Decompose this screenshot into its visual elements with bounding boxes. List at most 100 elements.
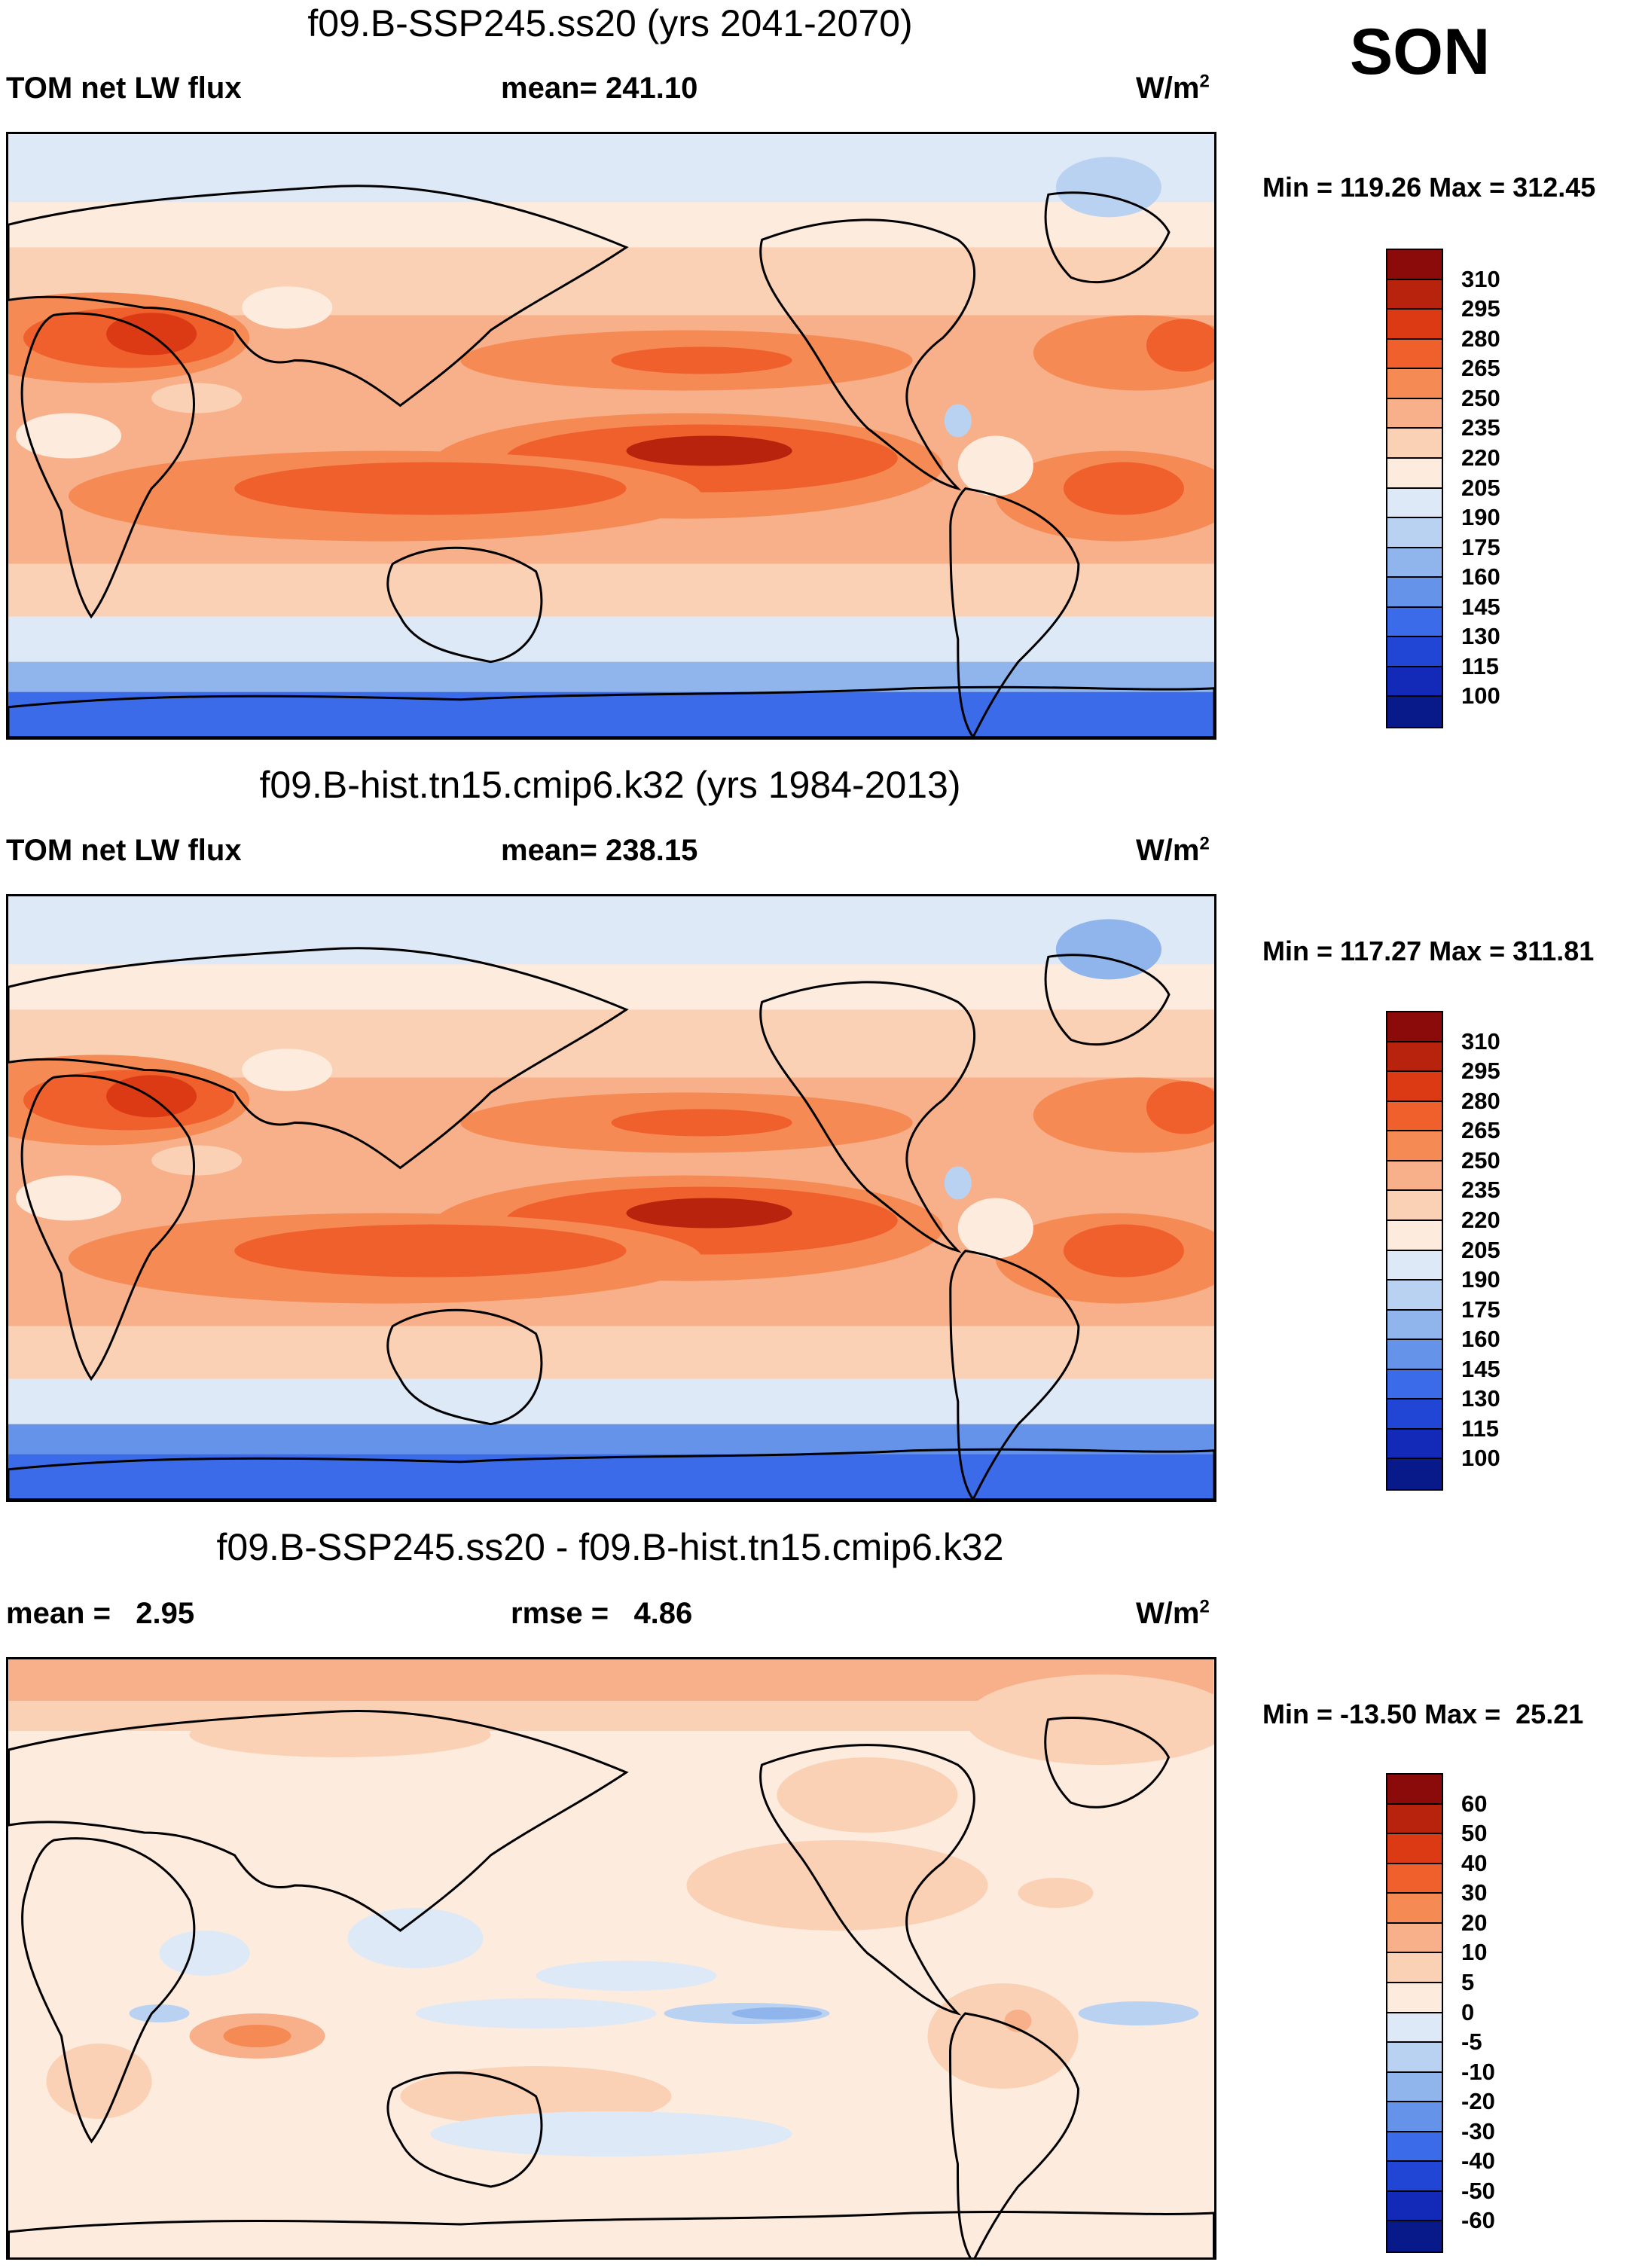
colorbar-tick-label: 130 — [1461, 1385, 1500, 1412]
colorbar-tick-label: 265 — [1461, 355, 1500, 382]
colorbar-tick-label: 205 — [1461, 1236, 1500, 1263]
colorbar-swatch — [1387, 1220, 1442, 1251]
field-band — [8, 1009, 1214, 1078]
colorbar-tick-label: -20 — [1461, 2088, 1495, 2115]
field-contour — [46, 2044, 152, 2119]
colorbar-swatch — [1387, 2132, 1442, 2163]
colorbar-tick-label: 250 — [1461, 1146, 1500, 1174]
map-hist — [6, 894, 1216, 1502]
coastline — [8, 2211, 1214, 2257]
colorbar-swatch — [1387, 1250, 1442, 1281]
field-contour — [1055, 919, 1161, 980]
field-band — [8, 1454, 1214, 1500]
field-contour — [347, 1908, 484, 1968]
coastline — [1044, 954, 1171, 1046]
colorbar-tick-label: 205 — [1461, 474, 1500, 501]
colorbar-tick-label: 160 — [1461, 1326, 1500, 1353]
colorbar-swatch — [1387, 339, 1442, 370]
minmax-label: Min = -13.50 Max = 25.21 — [1262, 1699, 1584, 1729]
field-contour — [1146, 1081, 1214, 1134]
colorbar-swatch — [1387, 1459, 1442, 1489]
colorbar-tick-label: 310 — [1461, 1027, 1500, 1055]
coastline — [948, 2012, 1080, 2257]
map-diff — [6, 1657, 1216, 2260]
panel-left-label: TOM net LW flux — [6, 834, 242, 867]
colorbar-tick-label: -10 — [1461, 2058, 1495, 2085]
field-contour — [234, 462, 627, 515]
panel-left-label: TOM net LW flux — [6, 72, 242, 105]
colorbar-hist — [1386, 1011, 1443, 1491]
colorbar-swatch — [1387, 1369, 1442, 1400]
field-contour — [686, 1840, 988, 1931]
colorbar-swatch — [1387, 488, 1442, 519]
colorbar-swatch — [1387, 279, 1442, 310]
colorbar-tick-label: 280 — [1461, 1087, 1500, 1114]
colorbar-swatch — [1387, 1953, 1442, 1983]
coastline — [20, 312, 196, 619]
coastline — [8, 947, 629, 1170]
colorbar-swatch — [1387, 250, 1442, 280]
coastline — [1044, 191, 1171, 284]
panel-title-diff: f09.B-SSP245.ss20 - f09.B-hist.tn15.cmip… — [216, 1526, 1004, 1568]
panel-mean-label: mean= 238.15 — [501, 834, 698, 867]
colorbar-tick-label: 265 — [1461, 1117, 1500, 1144]
colorbar-tick-label: -60 — [1461, 2207, 1495, 2234]
panel-title-hist: f09.B-hist.tn15.cmip6.k32 (yrs 1984-2013… — [259, 764, 961, 806]
colorbar-tick-label: -50 — [1461, 2177, 1495, 2204]
field-contour — [129, 2004, 190, 2022]
colorbar-swatch — [1387, 2043, 1442, 2073]
map-ssp245 — [6, 132, 1216, 740]
coastline — [1044, 1717, 1171, 1809]
field-contour — [16, 1175, 122, 1221]
colorbar-tick-label: 50 — [1461, 1820, 1488, 1847]
colorbar-swatch — [1387, 1340, 1442, 1370]
field-contour — [1055, 157, 1161, 218]
field-contour — [234, 1224, 627, 1277]
field-contour — [1063, 1224, 1184, 1277]
colorbar-tick-label: 250 — [1461, 384, 1500, 411]
colorbar-tick-label: 115 — [1461, 652, 1500, 679]
field-contour — [415, 1998, 657, 2028]
colorbar-diff — [1386, 1773, 1443, 2253]
map-svg — [8, 896, 1214, 1500]
field-band — [8, 964, 1214, 1010]
panel-title-ssp245: f09.B-SSP245.ss20 (yrs 2041-2070) — [307, 2, 913, 44]
colorbar-tick-label: 100 — [1461, 1445, 1500, 1472]
field-band — [8, 134, 1214, 203]
colorbar-tick-label: 160 — [1461, 563, 1500, 591]
colorbar-tick-label: 100 — [1461, 682, 1500, 710]
colorbar-tick-label: -40 — [1461, 2147, 1495, 2175]
field-contour — [242, 1049, 333, 1091]
colorbar-swatch — [1387, 637, 1442, 667]
colorbar-tick-label: 190 — [1461, 1266, 1500, 1293]
colorbar-tick-label: 175 — [1461, 533, 1500, 560]
colorbar-swatch — [1387, 1012, 1442, 1042]
coastline — [759, 981, 976, 1253]
field-contour — [16, 413, 122, 459]
colorbar-tick-label: 220 — [1461, 1206, 1500, 1233]
field-contour — [957, 1198, 1033, 1259]
colorbar-swatch — [1387, 310, 1442, 340]
coastline — [949, 1249, 1080, 1500]
colorbar-swatch — [1387, 1894, 1442, 1924]
colorbar-labels-hist: 310 295 280 265 250 235 220 205 190 175 160 145 130 1… — [1461, 1011, 1552, 1491]
colorbar-tick-label: 235 — [1461, 1177, 1500, 1204]
colorbar-tick-label: 40 — [1461, 1849, 1488, 1876]
colorbar-swatch — [1387, 1804, 1442, 1835]
colorbar-tick-label: 60 — [1461, 1790, 1488, 1817]
field-band — [8, 1326, 1214, 1379]
panel-mean-label: mean= 241.10 — [501, 72, 698, 105]
field-contour — [1146, 319, 1214, 372]
coastline — [8, 185, 629, 408]
colorbar-tick-label: 280 — [1461, 325, 1500, 352]
field-contour — [944, 404, 972, 438]
coastline — [20, 1074, 196, 1381]
colorbar-swatch — [1387, 2013, 1442, 2044]
colorbar-tick-label: 20 — [1461, 1909, 1488, 1936]
coastline — [949, 487, 1080, 737]
field-contour — [151, 1145, 243, 1176]
coastline — [21, 1837, 196, 2144]
colorbar-swatch — [1387, 2191, 1442, 2222]
field-band — [8, 896, 1214, 965]
panel-units: W/m2 — [1136, 71, 1210, 105]
